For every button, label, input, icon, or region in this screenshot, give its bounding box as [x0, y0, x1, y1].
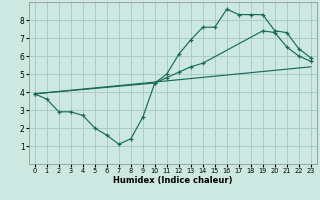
X-axis label: Humidex (Indice chaleur): Humidex (Indice chaleur)	[113, 176, 233, 185]
